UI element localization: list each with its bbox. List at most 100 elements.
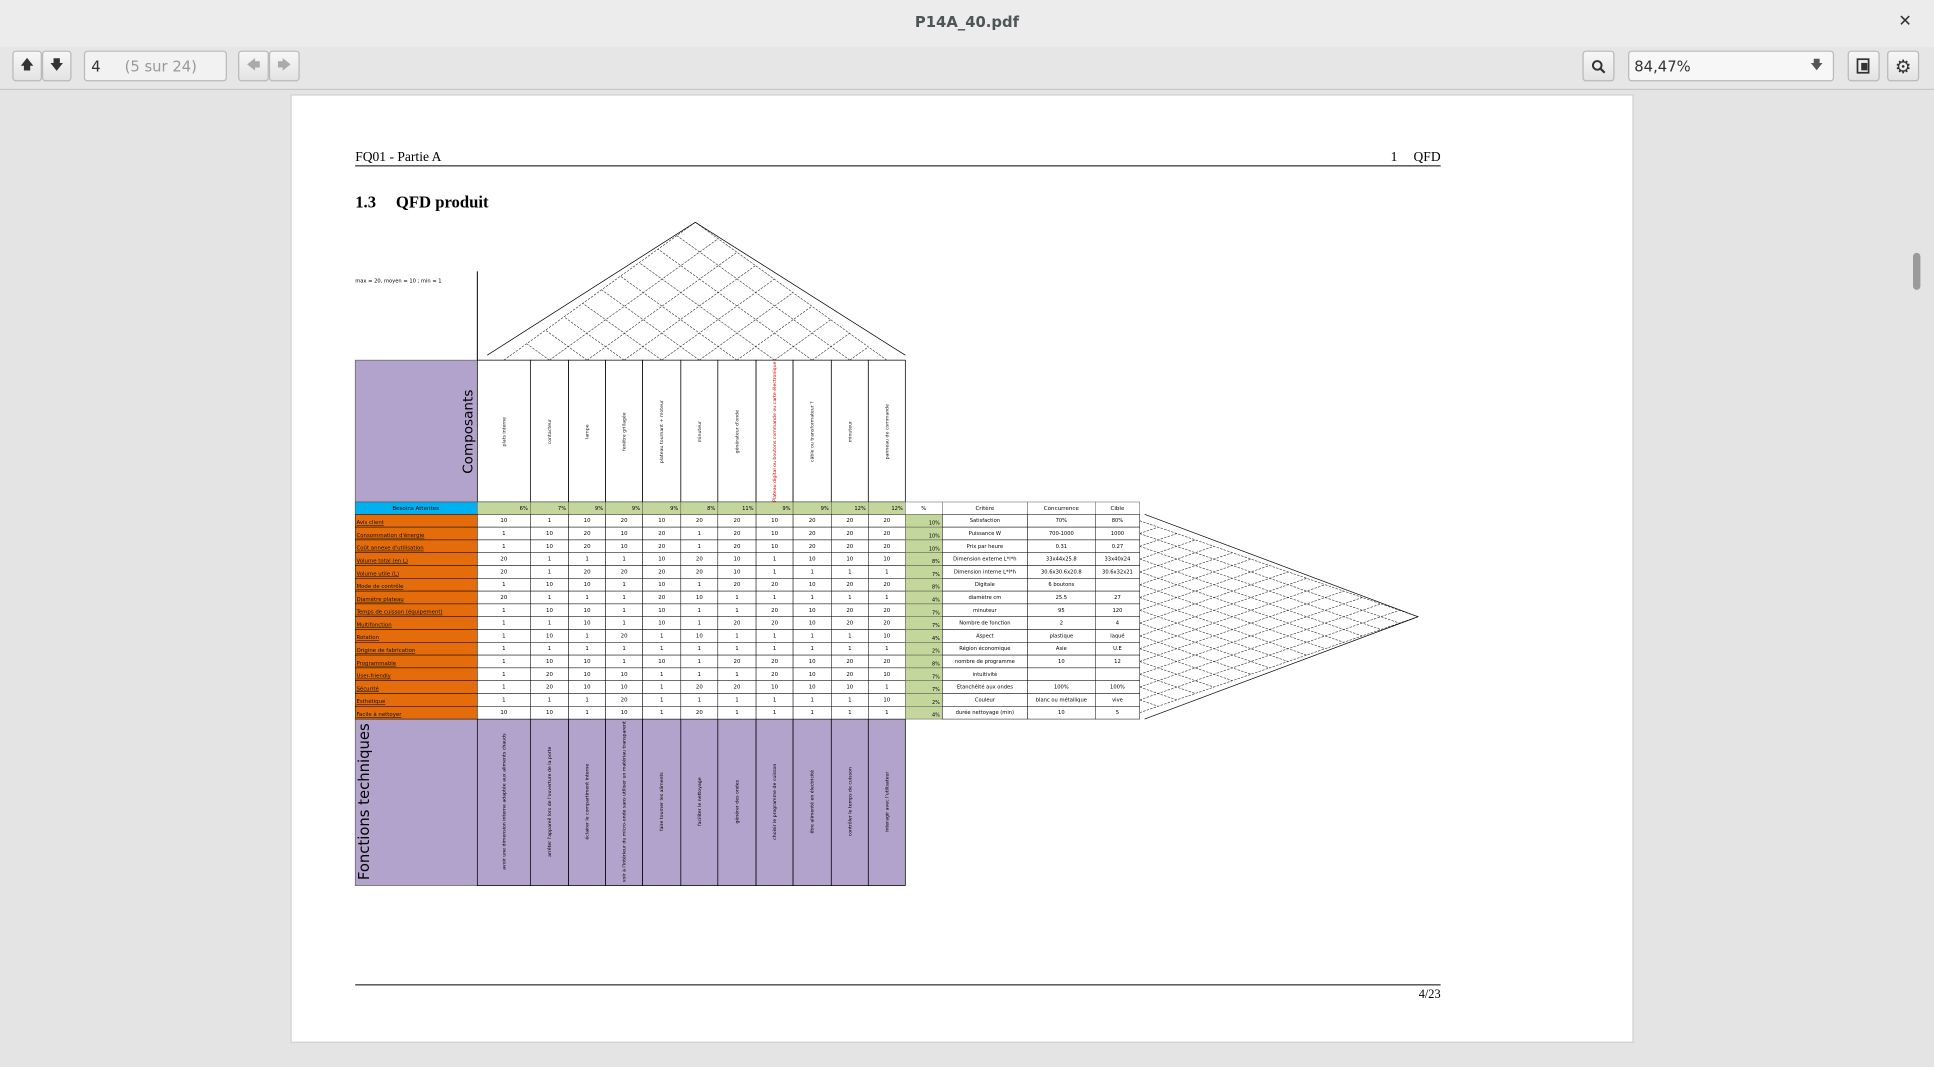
score: 20 <box>809 531 816 537</box>
score: 1 <box>810 646 813 652</box>
next-page-button[interactable]: 🡇 <box>41 50 72 82</box>
need-weight: 7% <box>932 687 940 693</box>
toolbar: 🡅 🡇 4 (5 sur 24) 🡄 🡆 84,47% 🡇 ⚙ <box>0 46 1934 91</box>
window-title: P14A_40.pdf <box>914 13 1020 31</box>
score: 10 <box>621 685 628 691</box>
need-label: Mode de contrôle <box>356 583 404 590</box>
score: 20 <box>809 518 816 524</box>
need-label: User-friendly <box>356 674 391 680</box>
criteria-competition: 100% <box>1054 685 1069 691</box>
score: 10 <box>809 685 816 691</box>
zoom-dropdown[interactable]: 🡇 <box>1810 59 1823 73</box>
score: 20 <box>696 569 703 575</box>
score: 1 <box>848 710 851 716</box>
need-label: Diamètre plateau <box>356 596 403 603</box>
right-roof-line <box>1139 699 1159 707</box>
score: 20 <box>621 633 628 639</box>
score: 1 <box>735 608 738 614</box>
document-button[interactable] <box>1847 50 1880 82</box>
history-back-button[interactable]: 🡄 <box>238 50 269 82</box>
criteria-criterion: minuteur <box>973 608 998 614</box>
document-view: FQ01 - Partie A 1 QFD 1.3 QFD produit 4/… <box>0 90 1934 1067</box>
right-roof-line <box>1139 520 1419 617</box>
component-label: panneau de commande <box>884 404 890 460</box>
score: 1 <box>548 595 551 601</box>
component-label: générateur d'onde <box>733 410 740 454</box>
function-cell <box>867 718 906 886</box>
score: 20 <box>696 518 703 524</box>
component-label: fenêtre grillagée <box>621 412 628 451</box>
score: 20 <box>584 569 591 575</box>
scrollbar-thumb[interactable] <box>1913 252 1921 290</box>
components-label: Composants <box>461 390 477 474</box>
document-icon <box>1856 58 1870 74</box>
score: 1 <box>698 582 701 588</box>
close-button[interactable]: ✕ <box>1898 12 1912 31</box>
need-weight: 10% <box>929 521 940 527</box>
running-header-number: 1 <box>1391 149 1398 164</box>
score: 1 <box>622 608 625 614</box>
right-roof-line <box>1139 558 1252 598</box>
score: 10 <box>546 582 553 588</box>
score: 10 <box>809 608 816 614</box>
component-label: câble ou transformateur ? <box>809 401 816 462</box>
roof-line <box>623 265 756 361</box>
score: 20 <box>696 710 703 716</box>
score: 1 <box>502 608 505 614</box>
score: 10 <box>658 621 665 627</box>
search-button[interactable] <box>1582 50 1615 82</box>
criteria-criterion: Nombre de fonction <box>959 621 1010 627</box>
score: 20 <box>883 582 890 588</box>
need-label: Facile à nettoyer <box>356 711 402 718</box>
criteria-criterion: Digitale <box>975 582 995 588</box>
component-weight: 11% <box>742 506 754 512</box>
score: 1 <box>773 595 776 601</box>
score: 1 <box>548 646 551 652</box>
score: 1 <box>585 595 588 601</box>
roof-line <box>620 275 738 361</box>
zoom-field[interactable]: 84,47% 🡇 <box>1628 50 1835 82</box>
roof-line <box>849 346 869 361</box>
criteria-cell <box>1095 578 1140 592</box>
page-input[interactable]: 4 <box>91 57 101 76</box>
score: 10 <box>546 633 553 639</box>
criteria-criterion: Etanchéité aux ondes <box>957 684 1013 691</box>
score: 1 <box>660 710 663 716</box>
score: 10 <box>621 531 628 537</box>
score: 1 <box>885 685 888 691</box>
zoom-value[interactable]: 84,47% <box>1634 57 1691 76</box>
right-roof-outline <box>1144 513 1420 720</box>
functions-label: Fonctions techniques <box>356 723 373 880</box>
score: 10 <box>696 595 703 601</box>
function-label: choisir le programme de cuisson <box>772 764 778 840</box>
score: 1 <box>502 659 505 665</box>
right-roof-line <box>1139 546 1381 630</box>
criteria-criterion: Région économique <box>959 645 1010 652</box>
score: 10 <box>546 531 553 537</box>
score: 20 <box>734 621 741 627</box>
roof-line <box>545 329 588 361</box>
score: 10 <box>621 544 628 550</box>
criteria-competition: 70% <box>1056 518 1068 524</box>
function-label: contrôler le temps de cuisson <box>846 767 853 836</box>
criteria-criterion: Puissance W <box>969 531 1001 537</box>
score: 20 <box>846 544 853 550</box>
score: 1 <box>810 697 813 703</box>
right-roof-line <box>1139 539 1196 560</box>
score: 20 <box>621 518 628 524</box>
history-forward-button[interactable]: 🡆 <box>268 50 300 82</box>
roof-line <box>526 343 550 361</box>
score: 20 <box>500 569 507 575</box>
score: 1 <box>502 633 505 639</box>
function-label: faire tourner les aliments <box>659 772 665 831</box>
page-field[interactable]: 4 (5 sur 24) <box>83 50 227 82</box>
score: 10 <box>809 621 816 627</box>
settings-button[interactable]: ⚙ <box>1887 50 1920 82</box>
score: 20 <box>883 531 890 537</box>
need-label: Esthétique <box>356 698 386 705</box>
right-roof-line <box>1139 571 1344 643</box>
score: 10 <box>771 685 778 691</box>
need-weight: 10% <box>929 533 940 539</box>
prev-page-button[interactable]: 🡅 <box>12 50 42 82</box>
component-weight: 9% <box>632 506 640 512</box>
